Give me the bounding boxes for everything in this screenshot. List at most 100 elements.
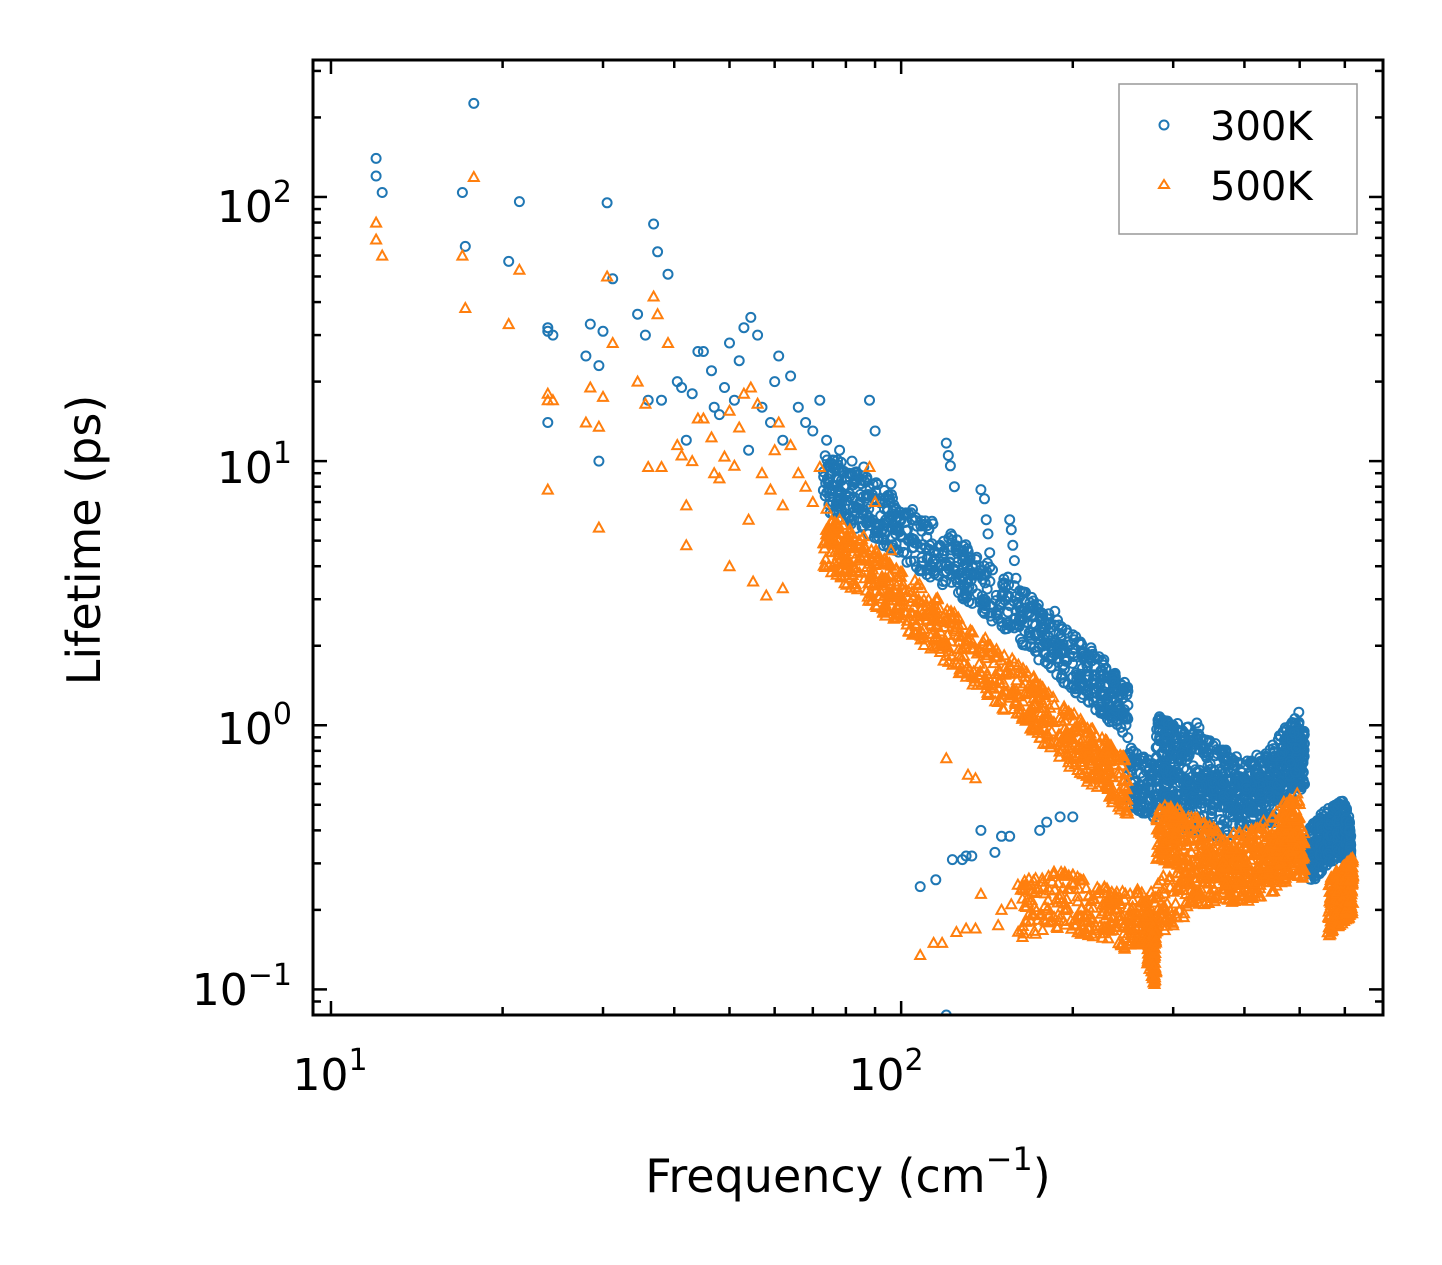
500k-point [1343,872,1357,885]
300k-point [1067,811,1079,823]
500k-point [1193,886,1208,899]
300k-point [1154,732,1166,743]
500k-point [895,590,910,603]
500k-point [1072,881,1086,894]
500k-point [1129,906,1143,919]
300k-point [1154,725,1166,737]
500k-point [1170,878,1185,891]
500k-point [1343,859,1358,872]
500k-point [917,592,931,605]
500k-point [884,588,898,601]
500k-point [900,617,914,630]
300k-point [785,370,797,382]
500k-point [768,443,782,456]
500k-point [638,396,653,409]
500k-point [1283,803,1298,816]
500k-point [1112,893,1126,906]
500k-point [1290,840,1304,853]
300k-point [1112,689,1124,701]
300k-point [964,552,976,564]
300k-point [1235,789,1246,801]
500k-point [955,617,969,630]
500k-point [541,482,555,495]
300k-point [1245,755,1257,767]
300k-point [841,494,853,506]
300k-point [1241,807,1253,819]
500k-point [1024,893,1039,906]
500k-point [722,403,737,416]
500k-point [1058,729,1072,742]
500k-point [1205,857,1219,870]
500k-point [1167,830,1182,843]
300k-point [872,479,884,490]
legend-500k-label: 500K [1210,164,1314,210]
300k-point [1284,756,1296,767]
300k-point [607,273,619,285]
500k-point [968,771,983,784]
300k-point [817,484,829,496]
500k-point [1029,696,1043,709]
500k-point [1175,812,1189,825]
500k-point [1085,721,1100,734]
300k-point [769,376,781,388]
500k-point [1105,788,1119,801]
300k-point [940,1009,952,1015]
500k-point [1207,894,1222,907]
300k-point [877,534,889,546]
500k-point [772,415,786,428]
500k-point [1003,666,1017,679]
300k-point [1034,824,1046,836]
500k-point [900,604,914,617]
300k-point [1273,730,1285,742]
500k-point [1058,917,1073,930]
500k-point [1040,726,1054,739]
300k-point [834,444,846,456]
300k-point [1241,783,1252,795]
500k-point [1048,882,1062,895]
500k-point [996,675,1011,688]
300k-point [1081,685,1093,697]
500k-point [1083,920,1097,933]
500k-point [834,540,848,553]
300k-point [1016,636,1028,648]
300k-point [921,569,933,581]
300k-point [821,434,833,446]
300k-point [1004,830,1016,842]
500k-point [1085,926,1099,939]
300k-point [370,152,382,164]
300k-point [846,455,858,467]
500k-point [848,576,863,589]
500k-point [1177,824,1191,837]
300k-point [926,515,938,527]
500k-point [869,599,884,612]
500k-point [1104,738,1118,751]
500k-point [979,651,994,664]
300k-point [1005,524,1017,536]
500k-point [1135,885,1149,898]
500k-point [905,627,920,640]
300k-point [1183,749,1195,761]
500k-point [704,430,719,443]
500k-point [1009,683,1023,696]
500k-point [375,248,389,261]
300k-point [706,365,717,377]
500k-point [1034,906,1048,919]
300k-point [1096,665,1108,677]
300k-point [1191,743,1203,755]
300k-point [1008,555,1020,567]
500k-point [798,479,813,492]
500k-point [860,559,874,572]
500k-point [1079,880,1093,893]
300k-point [652,246,664,258]
500k-point [1025,884,1039,897]
500k-point [979,672,993,685]
300k-point [987,564,998,576]
500k-point [1078,908,1092,921]
500k-point [1253,820,1267,833]
500k-point [1177,906,1191,919]
300k-point [1288,727,1300,739]
500k-point [1107,919,1122,932]
300k-point [708,401,720,413]
500k-point [882,568,897,581]
